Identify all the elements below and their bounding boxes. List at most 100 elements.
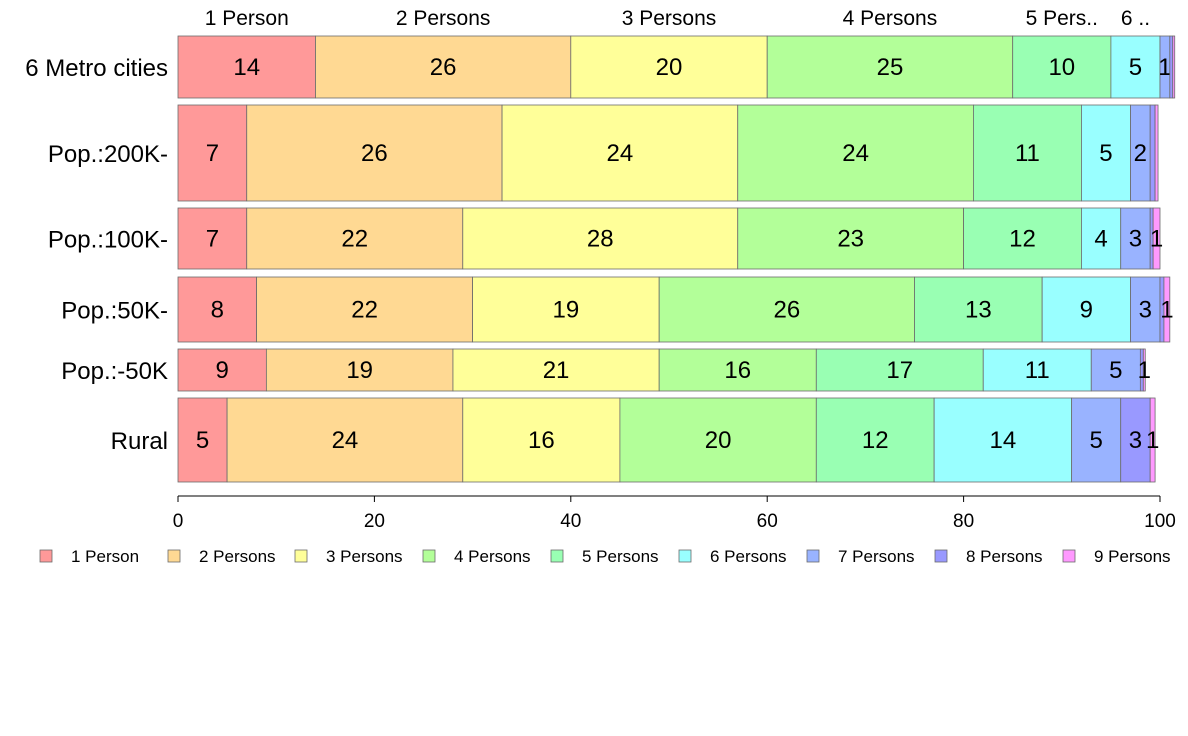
legend-swatch-3-persons (294, 549, 308, 563)
x-tick-label-60: 60 (757, 511, 778, 532)
segment-label-rural-7-persons: 5 (1089, 427, 1102, 454)
bar-segment-6-metro-cities-4-persons (766, 35, 1014, 99)
segment-label-pop-50k-1-person: 9 (216, 357, 229, 384)
segment-label-pop-200k-1-person: 7 (206, 140, 219, 167)
bar-segment-pop-50k-9-persons (1163, 276, 1171, 343)
segment-label-pop-100k-1-person: 7 (206, 226, 219, 253)
segment-label-pop-50k-5-persons: 17 (886, 357, 913, 384)
category-label-pop-50k: Pop.:50K- (61, 298, 168, 325)
segment-label-pop-50k-5-persons: 13 (965, 297, 992, 324)
bar-segment-6-metro-cities-6-persons (1110, 35, 1161, 99)
bar-segment-pop-100k-9-persons (1152, 207, 1161, 270)
x-tick-label-40: 40 (560, 511, 581, 532)
segment-label-6-metro-cities-7-persons: 1 (1158, 54, 1171, 81)
segment-label-pop-200k-5-persons: 11 (1015, 140, 1040, 167)
segment-label-rural-2-persons: 24 (332, 427, 359, 454)
bars: 14 26 20 25 10 5 17 26 24 24 11 5 27 22 28 23 12 4 3 18 22 19… (177, 35, 1176, 483)
bar-segment-pop-50k-5-persons (914, 276, 1043, 343)
category-labels: 6 Metro cities Pop.:200K- Pop.:100K- Pop.:5… (25, 55, 168, 455)
bar-segment-6-metro-cities-8-persons (1169, 35, 1174, 99)
segment-label-pop-50k-6-persons: 11 (1025, 357, 1050, 384)
bar-segment-pop-200k-4-persons (737, 104, 974, 202)
segment-label-rural-3-persons: 16 (528, 427, 555, 454)
segment-label-pop-100k-3-persons: 28 (587, 226, 614, 253)
bar-segment-rural-4-persons (619, 397, 817, 483)
bar-segment-pop-200k-5-persons (973, 104, 1082, 202)
bar-segment-pop-50k-7-persons (1090, 348, 1141, 392)
category-label-pop-200k: Pop.:200K- (48, 141, 168, 168)
legend-swatch-6-persons (678, 549, 692, 563)
segment-label-pop-100k-9-persons: 1 (1150, 226, 1163, 253)
bar-segment-pop-200k-8-persons (1149, 104, 1156, 202)
bar-segment-pop-50k-7-persons (1130, 276, 1161, 343)
bar-segment-pop-100k-1-person (177, 207, 248, 270)
segment-label-rural-5-persons: 12 (862, 427, 889, 454)
category-label-rural: Rural (111, 428, 168, 455)
segment-label-pop-200k-3-persons: 24 (607, 140, 634, 167)
x-tick-label-0: 0 (173, 511, 184, 532)
x-tick-label-100: 100 (1144, 511, 1176, 532)
bar-segment-6-metro-cities-2-persons (315, 35, 572, 99)
category-label-pop-100k: Pop.:100K- (48, 227, 168, 254)
bar-segment-pop-200k-1-person (177, 104, 248, 202)
segment-label-rural-4-persons: 20 (705, 427, 732, 454)
bar-segment-rural-8-persons (1120, 397, 1151, 483)
segment-label-pop-100k-5-persons: 12 (1009, 226, 1036, 253)
legend-label-9-persons: 9 Persons (1094, 547, 1171, 566)
legend-label-4-persons: 4 Persons (454, 547, 531, 566)
x-axis: 0 20 40 60 80 100 (173, 495, 1176, 532)
segment-label-pop-100k-2-persons: 22 (341, 226, 368, 253)
bar-segment-rural-9-persons (1149, 397, 1156, 483)
segment-label-rural-1-person: 5 (196, 427, 209, 454)
segment-label-6-metro-cities-6-persons: 5 (1129, 54, 1142, 81)
legend-swatch-9-persons (1062, 549, 1076, 563)
legend-swatch-2-persons (167, 549, 181, 563)
segment-label-rural-6-persons: 14 (990, 427, 1017, 454)
segment-label-pop-100k-4-persons: 23 (837, 226, 864, 253)
top-label-2-persons: 2 Persons (396, 7, 491, 30)
legend-swatch-4-persons (422, 549, 436, 563)
bar-segment-pop-50k-4-persons (658, 276, 915, 343)
segment-label-6-metro-cities-5-persons: 10 (1048, 54, 1075, 81)
legend-swatch-5-persons (550, 549, 564, 563)
segment-label-6-metro-cities-2-persons: 26 (430, 54, 457, 81)
segment-label-pop-50k-2-persons: 19 (346, 357, 373, 384)
legend-label-7-persons: 7 Persons (838, 547, 915, 566)
segment-label-pop-50k-9-persons: 1 (1138, 357, 1151, 384)
bar-segment-pop-50k-2-persons (265, 348, 454, 392)
segment-label-rural-9-persons: 1 (1146, 427, 1159, 454)
bar-segment-pop-50k-2-persons (256, 276, 473, 343)
legend-label-5-persons: 5 Persons (582, 547, 659, 566)
segment-label-pop-50k-9-persons: 1 (1160, 297, 1173, 324)
bar-segment-pop-200k-3-persons (501, 104, 739, 202)
top-series-labels: 1 Person 2 Persons 3 Persons 4 Persons 5 Per… (205, 7, 1150, 30)
bar-segment-pop-50k-6-persons (1041, 276, 1131, 343)
bar-segment-pop-100k-3-persons (462, 207, 739, 270)
top-label-6-persons: 6 .. (1121, 7, 1150, 30)
legend-swatch-7-persons (806, 549, 820, 563)
segment-label-pop-100k-7-persons: 3 (1129, 226, 1142, 253)
bar-segment-6-metro-cities-3-persons (570, 35, 768, 99)
bar-segment-pop-200k-2-persons (246, 104, 503, 202)
bar-segment-pop-50k-5-persons (815, 348, 984, 392)
x-tick-label-80: 80 (953, 511, 974, 532)
bar-segment-pop-100k-5-persons (963, 207, 1082, 270)
bar-segment-6-metro-cities-9-persons (1172, 35, 1176, 99)
bar-segment-rural-1-person (177, 397, 228, 483)
segment-label-pop-50k-4-persons: 26 (773, 297, 800, 324)
legend-swatch-8-persons (934, 549, 948, 563)
bar-segment-rural-3-persons (462, 397, 621, 483)
legend: 1 Person 2 Persons 3 Persons 4 Persons 5 Per… (39, 547, 1171, 566)
bar-segment-rural-7-persons (1071, 397, 1122, 483)
legend-label-3-persons: 3 Persons (326, 547, 403, 566)
segment-label-pop-200k-2-persons: 26 (361, 140, 388, 167)
category-label-pop-50k: Pop.:-50K (61, 358, 168, 385)
bar-segment-pop-50k-6-persons (982, 348, 1092, 392)
top-label-3-persons: 3 Persons (622, 7, 717, 30)
segment-label-pop-100k-6-persons: 4 (1094, 226, 1107, 253)
segment-label-pop-200k-4-persons: 24 (842, 140, 869, 167)
bar-segment-6-metro-cities-1-person (177, 35, 316, 99)
segment-label-pop-200k-6-persons: 5 (1099, 140, 1112, 167)
segment-label-pop-50k-1-person: 8 (211, 297, 224, 324)
segment-label-6-metro-cities-4-persons: 25 (877, 54, 904, 81)
